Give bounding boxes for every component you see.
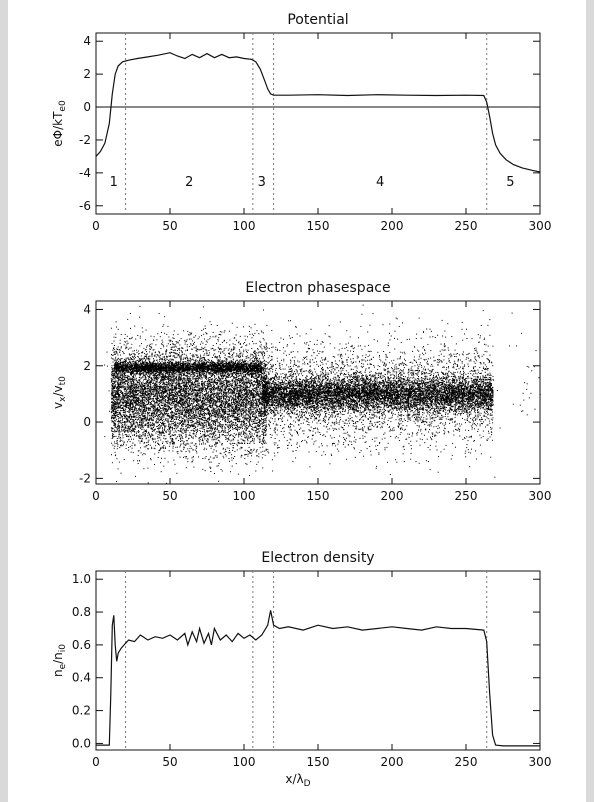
y-tick-label: 0.0 bbox=[72, 736, 91, 750]
y-axis-label: eΦ/kTe0 bbox=[51, 100, 68, 147]
x-tick-label: 100 bbox=[233, 755, 256, 769]
chart-title: Potential bbox=[287, 12, 348, 28]
x-tick-label: 250 bbox=[455, 219, 478, 233]
y-axis-label: vx/vt0 bbox=[51, 376, 68, 409]
y-tick-label: 0.8 bbox=[72, 605, 91, 619]
region-label: 3 bbox=[258, 175, 266, 190]
y-tick-label: 2 bbox=[83, 359, 91, 373]
plot-box bbox=[95, 570, 541, 751]
y-tick-label: -2 bbox=[79, 471, 91, 485]
y-tick-label: 0 bbox=[83, 100, 91, 114]
region-label: 1 bbox=[110, 175, 118, 190]
panel-1: Potential 0 50 100 150 200 250 300 -6 -4 -2 0 2 4 1 2 3 4… bbox=[51, 12, 551, 233]
chart-title: Electron density bbox=[261, 550, 374, 566]
y-tick-label: 1.0 bbox=[72, 572, 91, 586]
panel-3: Electron density 0 50 100 150 200 250 300 0.0 0.2… bbox=[51, 550, 551, 789]
x-tick-label: 0 bbox=[92, 755, 100, 769]
y-tick-label: -4 bbox=[79, 166, 91, 180]
y-tick-label: 0.4 bbox=[72, 671, 91, 685]
x-tick-label: 0 bbox=[92, 219, 100, 233]
x-tick-label: 300 bbox=[529, 219, 552, 233]
y-tick-label: 0.6 bbox=[72, 638, 91, 652]
y-tick-label: 2 bbox=[83, 67, 91, 81]
x-tick-label: 100 bbox=[233, 489, 256, 503]
x-tick-label: 200 bbox=[381, 755, 404, 769]
x-tick-label: 0 bbox=[92, 489, 100, 503]
plot-box bbox=[95, 32, 541, 215]
y-tick-label: 0.2 bbox=[72, 704, 91, 718]
x-tick-label: 300 bbox=[529, 755, 552, 769]
y-tick-label: -6 bbox=[79, 199, 91, 213]
y-tick-label: -2 bbox=[79, 133, 91, 147]
scatter-points bbox=[104, 304, 541, 484]
x-tick-label: 250 bbox=[455, 489, 478, 503]
x-tick-label: 50 bbox=[162, 219, 177, 233]
x-tick-label: 50 bbox=[162, 489, 177, 503]
data-line bbox=[95, 52, 541, 173]
data-line bbox=[96, 610, 540, 747]
x-tick-label: 200 bbox=[381, 219, 404, 233]
x-tick-label: 150 bbox=[307, 755, 330, 769]
region-label: 4 bbox=[376, 175, 384, 190]
x-tick-label: 250 bbox=[455, 755, 478, 769]
x-tick-label: 150 bbox=[307, 489, 330, 503]
region-label: 2 bbox=[185, 175, 193, 190]
y-axis-label: ne/ni0 bbox=[51, 644, 68, 677]
x-tick-label: 100 bbox=[233, 219, 256, 233]
y-tick-label: 4 bbox=[83, 34, 91, 48]
x-tick-label: 300 bbox=[529, 489, 552, 503]
x-tick-label: 200 bbox=[381, 489, 404, 503]
region-label: 5 bbox=[506, 175, 514, 190]
x-tick-label: 50 bbox=[162, 755, 177, 769]
x-tick-label: 150 bbox=[307, 219, 330, 233]
y-tick-label: 0 bbox=[83, 415, 91, 429]
x-axis-label: x/λD bbox=[285, 772, 310, 789]
y-tick-label: 4 bbox=[83, 302, 91, 316]
chart-title: Electron phasespace bbox=[245, 280, 390, 296]
